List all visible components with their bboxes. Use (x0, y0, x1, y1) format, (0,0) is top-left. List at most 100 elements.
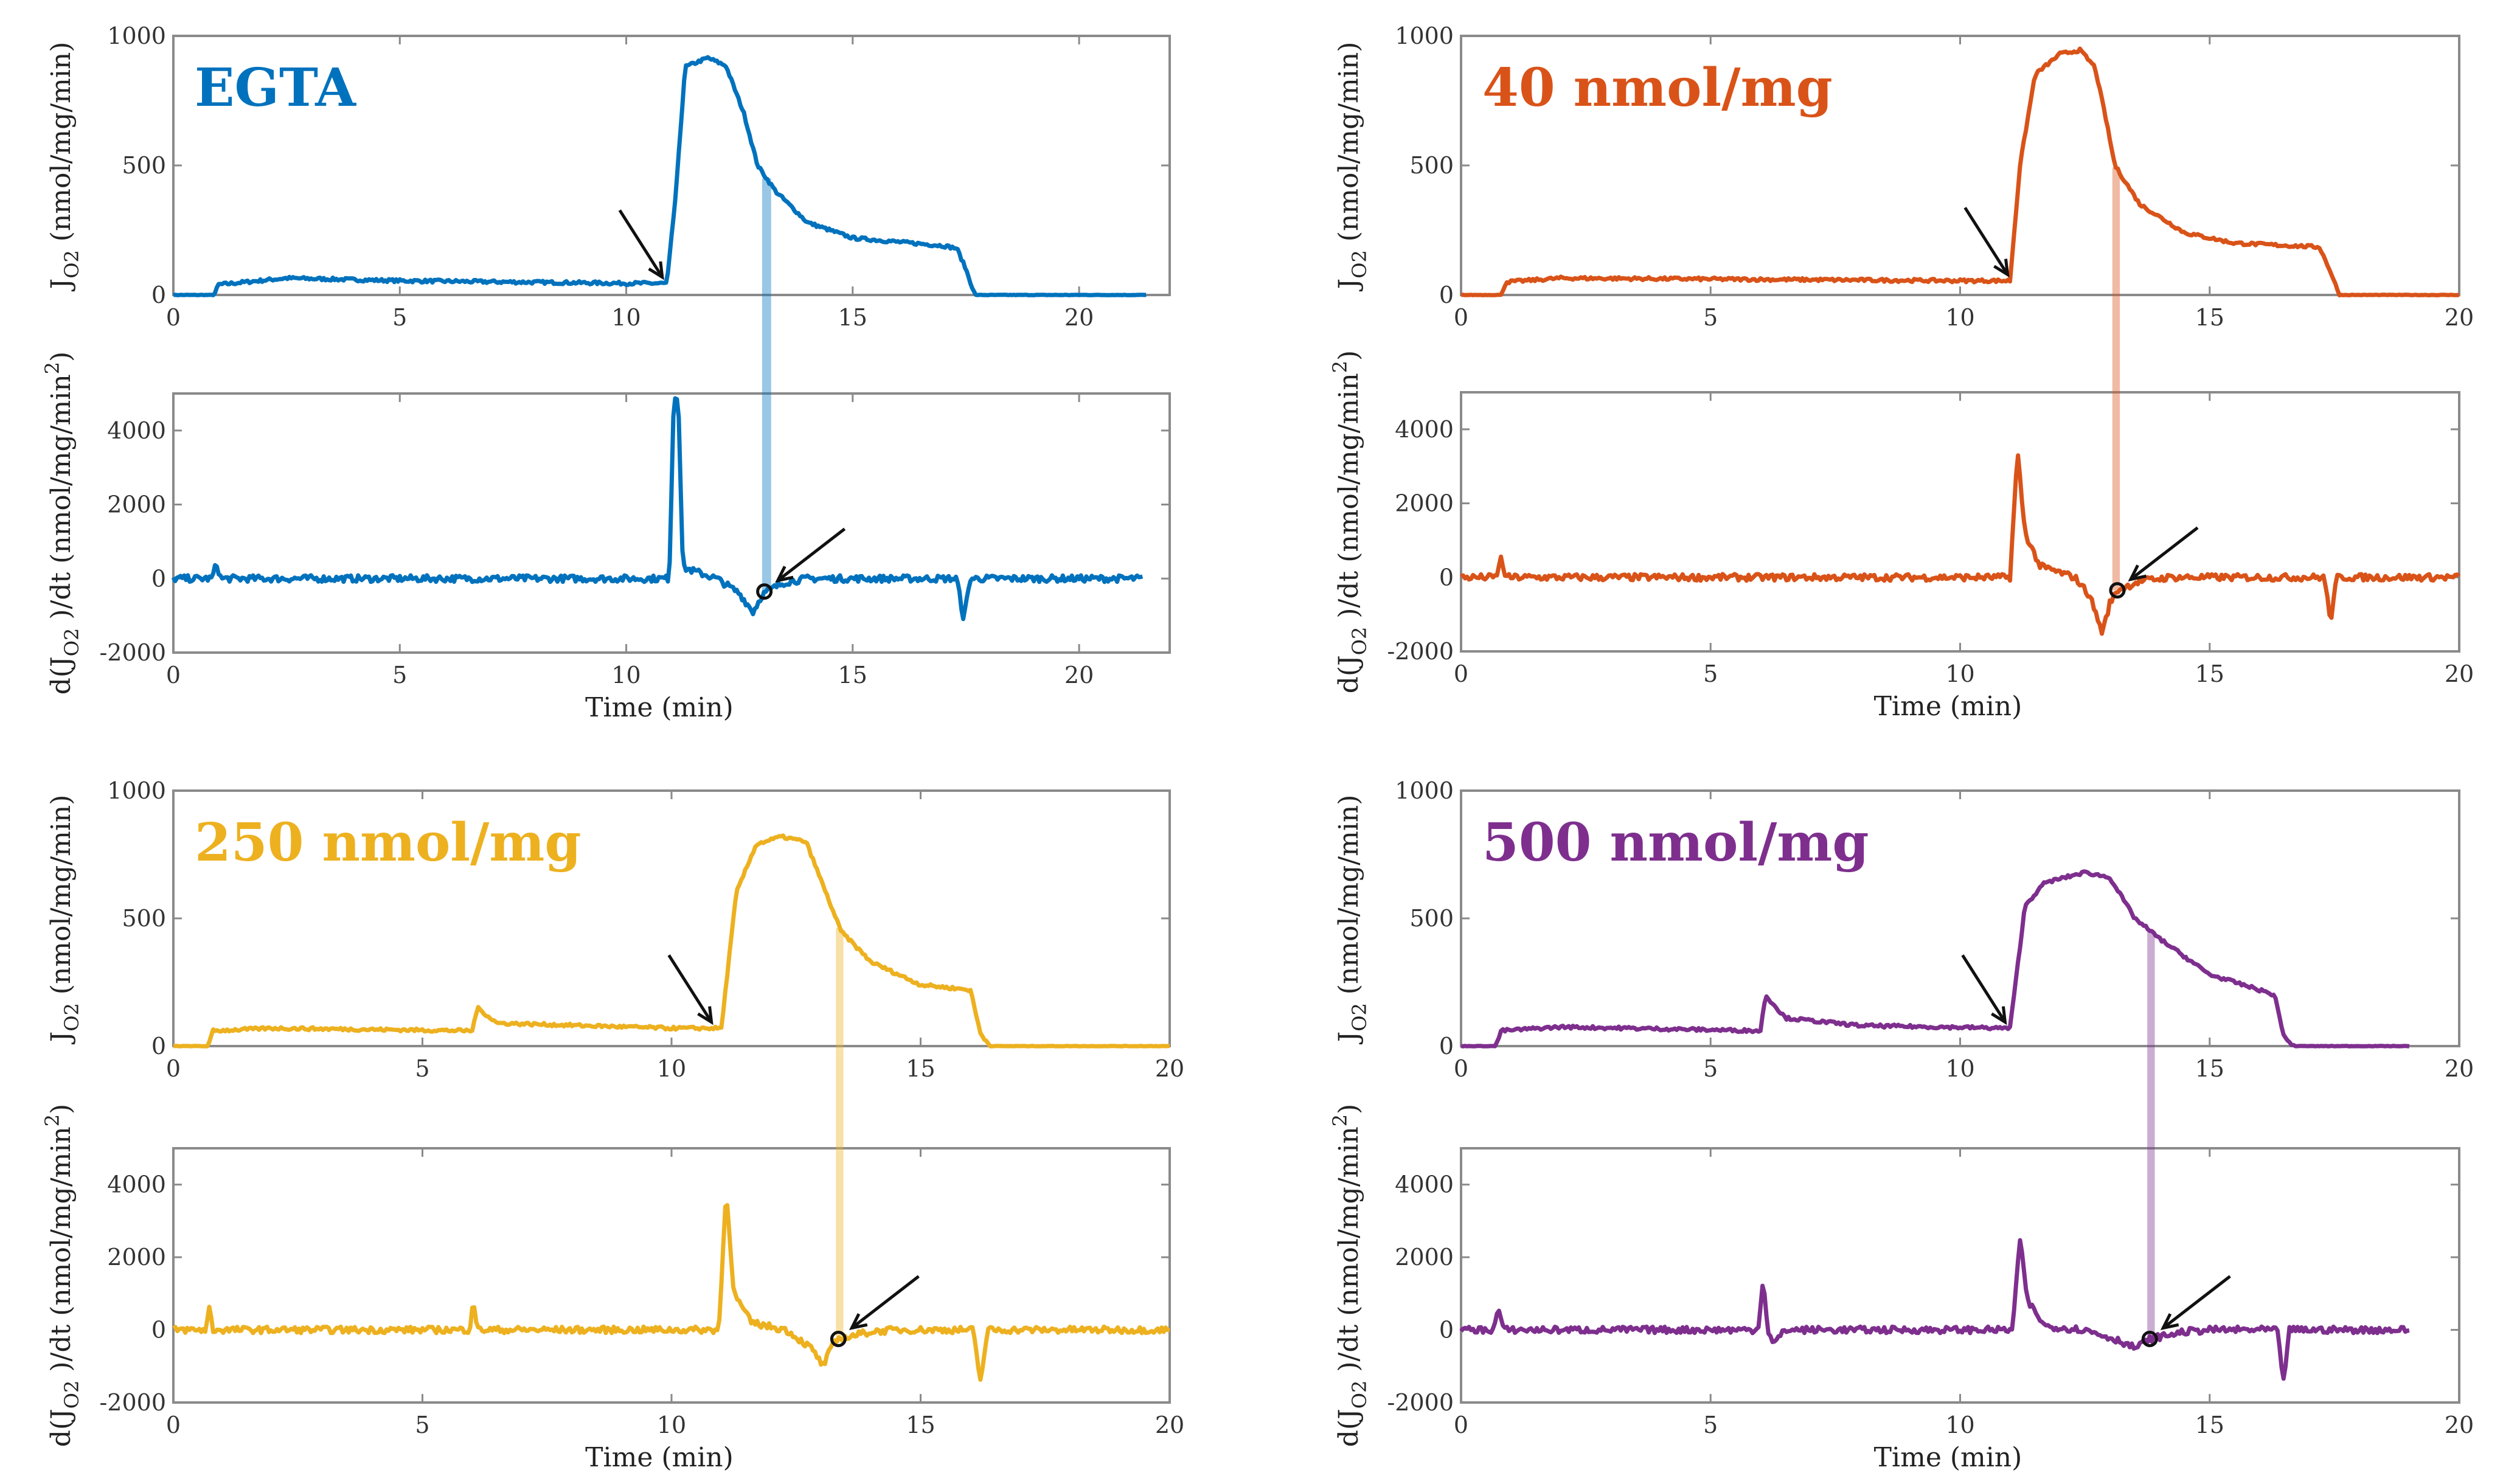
x-tick-label: 10 (1945, 1412, 1974, 1438)
derivative-trace (171, 396, 1144, 622)
y-tick-label: 1000 (107, 23, 166, 49)
highlight-band (2147, 931, 2155, 1339)
x-tick-label: 10 (611, 304, 641, 331)
y-axis-label-part: J (46, 1032, 77, 1045)
y-tick-label: -2000 (1387, 1389, 1454, 1416)
x-tick-label: 10 (657, 1055, 686, 1082)
x-tick-label: 20 (2445, 1412, 2474, 1438)
x-tick-label: 5 (1703, 1412, 1718, 1438)
arrow-icon-head (648, 261, 664, 280)
x-tick-label: 0 (1454, 1412, 1468, 1438)
panel-title: EGTA (195, 57, 356, 119)
panel-title: 40 nmol/mg (1482, 57, 1833, 119)
x-tick-label: 10 (611, 662, 641, 688)
inflection-marker (756, 583, 773, 600)
y-axis-label-part: (nmol/mg/min) (46, 795, 77, 1004)
arrow-icon (1961, 954, 2007, 1023)
y-axis-label-part: O2 (60, 1381, 83, 1409)
arrow-icon-head (1993, 258, 2010, 278)
x-axis-label: Time (min) (1874, 1442, 2022, 1473)
highlight-band (762, 178, 771, 592)
y-tick-label: 2000 (1395, 490, 1454, 517)
y-axis-label-part: O2 (1348, 627, 1371, 656)
x-tick-label: 20 (2445, 661, 2474, 687)
y-axis-label-part: (nmol/mg/min) (46, 42, 77, 251)
y-tick-label: 2000 (107, 1244, 166, 1271)
y-axis-label-part: ) (1333, 1104, 1364, 1114)
y-axis-label-part: (nmol/mg/min) (1333, 42, 1364, 251)
axes-box (1460, 1147, 2460, 1404)
y-axis-label-part: )/dt (nmol/mg/min (1333, 373, 1364, 626)
arrow-icon (667, 954, 713, 1023)
y-tick-label: 500 (1409, 152, 1454, 179)
y-axis-label: JO2 (nmol/mg/min) (1333, 795, 1371, 1045)
y-axis-label: d(JO2 )/dt (nmol/mg/min2) (1328, 350, 1371, 693)
top-axes: 0 5 10 15 20 0 500 1000 JO2 (nmol/mg/min) (1333, 23, 2474, 331)
x-tick-label: 5 (1703, 1055, 1718, 1082)
x-tick-label: 15 (838, 662, 867, 688)
x-axis-label: Time (min) (585, 1442, 734, 1473)
y-tick-label: 500 (122, 152, 166, 179)
y-tick-label: 1000 (1395, 23, 1454, 49)
arrow-icon (618, 209, 664, 279)
y-axis-label-part: O2 (60, 250, 83, 279)
y-axis-label-part: J (1333, 279, 1364, 292)
y-tick-label: 0 (1439, 564, 1454, 591)
x-tick-label: 0 (1454, 304, 1468, 331)
y-axis-label-part: 2 (1328, 1114, 1352, 1126)
y-axis-label-part: ) (46, 1104, 77, 1114)
y-tick-label: -2000 (99, 639, 166, 666)
arrow-icon (777, 527, 846, 582)
x-tick-label: 20 (1155, 1412, 1184, 1438)
y-tick-label: 4000 (1395, 416, 1454, 443)
y-axis-label: JO2 (nmol/mg/min) (1333, 42, 1371, 292)
x-tick-label: 20 (2445, 304, 2474, 331)
y-axis-label-part: )/dt (nmol/mg/min (46, 374, 77, 628)
y-axis-label-part: d(J (1333, 655, 1364, 693)
x-tick-label: 15 (906, 1055, 935, 1082)
x-tick-label: 10 (1945, 1055, 1974, 1082)
derivative-trace (1459, 1238, 2410, 1381)
arrow-icon-head (1991, 1006, 2007, 1025)
x-tick-label: 0 (166, 662, 181, 688)
inflection-marker (2109, 582, 2126, 599)
x-tick-label: 5 (415, 1055, 429, 1082)
y-axis-label-part: 2 (41, 1114, 64, 1126)
y-axis-label: JO2 (nmol/mg/min) (46, 42, 83, 292)
y-axis-label-part: 2 (41, 362, 64, 374)
arrow-icon (2162, 1275, 2231, 1330)
y-tick-label: 1000 (107, 777, 166, 804)
x-tick-label: 10 (1945, 304, 1974, 331)
arrow-icon (1963, 207, 2009, 276)
y-axis-label-part: J (1333, 1032, 1364, 1045)
x-tick-label: 15 (2195, 1055, 2224, 1082)
y-axis-label-part: O2 (60, 1003, 83, 1032)
top-axes: 0 5 10 15 20 0 500 1000 JO2 (nmol/mg/min) (46, 777, 1184, 1082)
y-axis-label-part: O2 (1348, 1381, 1371, 1409)
y-tick-label: 0 (151, 282, 166, 308)
x-tick-label: 0 (166, 1412, 181, 1438)
y-tick-label: 4000 (107, 417, 166, 444)
x-tick-label: 20 (2445, 1055, 2474, 1082)
jo2-trace (1460, 869, 2410, 1049)
panel-title: 500 nmol/mg (1482, 812, 1869, 873)
y-axis-label-part: ) (1333, 350, 1364, 361)
y-tick-label: -2000 (99, 1389, 166, 1416)
y-axis-label-part: O2 (1348, 1003, 1371, 1032)
arrow-icon-head (775, 566, 794, 583)
y-axis-label-part: O2 (1348, 250, 1371, 279)
arrow-icon-head (2128, 564, 2147, 582)
y-tick-label: 2000 (1395, 1244, 1454, 1271)
x-tick-label: 10 (1945, 661, 1974, 687)
y-axis-label-part: d(J (46, 656, 77, 695)
y-axis-label-part: (nmol/mg/min) (1333, 795, 1364, 1004)
y-tick-label: 4000 (1395, 1171, 1454, 1198)
derivative-trace (1460, 453, 2461, 636)
x-tick-label: 5 (1703, 661, 1718, 687)
arrow-icon-head (2160, 1313, 2179, 1331)
